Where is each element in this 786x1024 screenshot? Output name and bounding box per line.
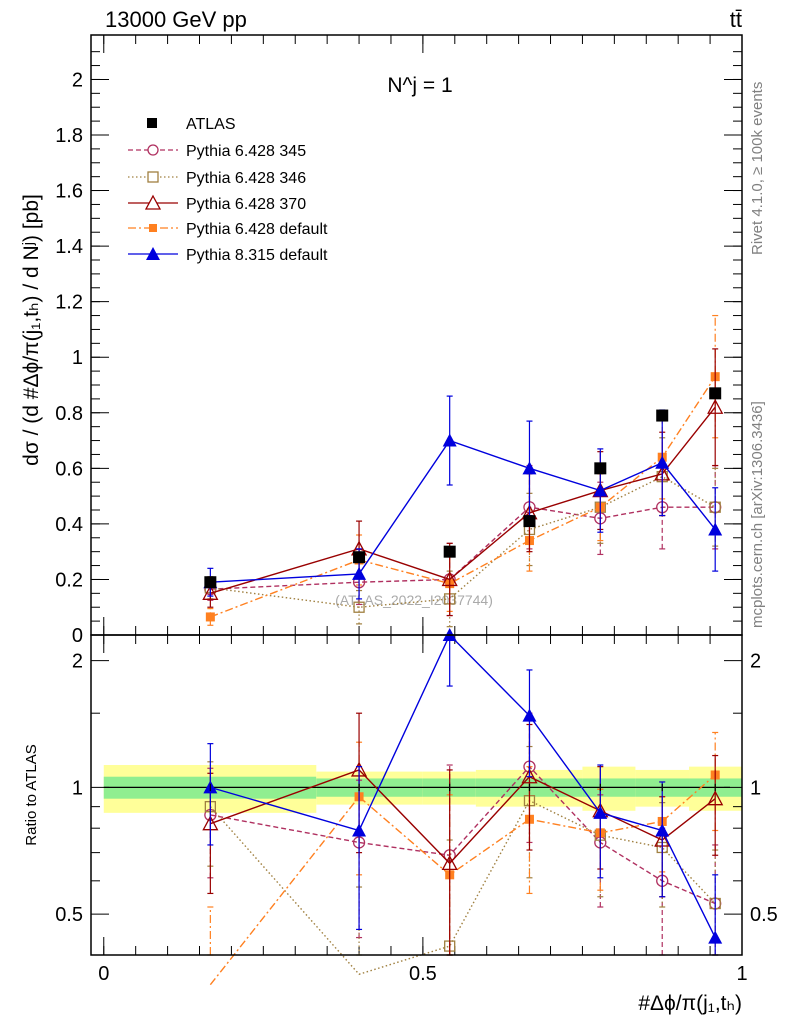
- legend-label-p346: Pythia 6.428 346: [186, 170, 306, 187]
- legend-label-atlas: ATLAS: [186, 116, 236, 133]
- legend-label-p345: Pythia 6.428 345: [186, 143, 306, 160]
- point-atlas-5: [656, 409, 669, 422]
- point-p8def-3: [522, 461, 537, 475]
- rivet-label: Rivet 4.1.0, ≥ 100k events: [749, 82, 766, 255]
- main-ytick-label-9: 1.8: [55, 125, 83, 147]
- xtick-label-0: 0: [98, 963, 109, 985]
- point-p6def-0: [205, 612, 215, 622]
- main-ytick-label-5: 1: [72, 347, 83, 369]
- legend-entry-p8def: Pythia 8.315 default: [128, 247, 328, 264]
- xtick-label-1: 0.5: [409, 963, 437, 985]
- legend-entry-p6def: Pythia 6.428 default: [128, 221, 328, 238]
- ratio-point-p8def-3: [522, 708, 537, 722]
- ratio-series-layer: [202, 628, 724, 986]
- ratio-point-p370-3: [521, 768, 538, 784]
- ratio-series-atlas: [209, 783, 716, 792]
- point-p8def-2: [442, 433, 457, 447]
- ratio-ylabel: Ratio to ATLAS: [23, 744, 40, 845]
- point-p346-1: [353, 601, 365, 613]
- legend-entry-p346: Pythia 6.428 346: [128, 170, 306, 187]
- ratio-point-p8def-1: [352, 823, 367, 837]
- legend-label-p370: Pythia 6.428 370: [186, 196, 306, 213]
- point-p8def-6: [708, 522, 723, 536]
- main-ytick-label-2: 0.4: [55, 514, 83, 536]
- point-p370-0: [202, 584, 219, 600]
- legend-entry-atlas: ATLAS: [147, 116, 236, 133]
- point-p370-2: [441, 571, 458, 587]
- ratio-point-p8def-6: [708, 930, 723, 944]
- point-atlas-1: [353, 551, 366, 564]
- point-atlas-6: [709, 387, 722, 400]
- main-ytick-label-1: 0.2: [55, 569, 83, 591]
- panel-frames: [90, 34, 743, 956]
- ratio-panel-frame: [90, 634, 743, 956]
- ratio-point-p8def-5: [655, 823, 670, 837]
- main-ytick-label-3: 0.6: [55, 458, 83, 480]
- ratio-ytick-label-right-1: 1: [750, 777, 761, 799]
- point-atlas-2: [443, 545, 456, 558]
- header-process: tt̄: [730, 7, 742, 32]
- ratio-uncertainty-band: [103, 765, 742, 813]
- ratio-series-p370: [202, 712, 724, 956]
- ratio-ytick-label-0: 0.5: [55, 904, 83, 926]
- point-atlas-4: [594, 462, 607, 475]
- ratio-point-p8def-4: [593, 805, 608, 819]
- legend-entry-p370: Pythia 6.428 370: [128, 194, 306, 213]
- xtick-label-2: 1: [736, 963, 747, 985]
- point-p370-6: [707, 398, 724, 414]
- ratio-ytick-label-right-0: 0.5: [750, 904, 778, 926]
- legend-entry-p345: Pythia 6.428 345: [128, 143, 306, 160]
- main-ytick-label-4: 0.8: [55, 403, 83, 425]
- series-p370: [202, 348, 724, 617]
- ratio-ytick-label-right-2: 2: [750, 651, 761, 673]
- axes: 0 0.2 0.4 0.6 0.8 1 1.2 1.4 1.6 1.8 2 0.5 0.5 1 1 2 2 0 0.…: [55, 35, 778, 985]
- xlabel: #Δϕ/π(j₁,tₕ): [638, 992, 742, 1015]
- ratio-point-p370-2: [441, 855, 458, 871]
- header-energy: 13000 GeV pp: [105, 7, 247, 32]
- main-ytick-label-8: 1.6: [55, 181, 83, 203]
- point-atlas-3: [523, 515, 536, 528]
- main-ytick-label-7: 1.4: [55, 236, 83, 258]
- series-line-p6def: [210, 376, 716, 618]
- mcplots-label: mcplots.cern.ch [arXiv:1306.3436]: [749, 401, 766, 628]
- main-ytick-label-6: 1.2: [55, 292, 83, 314]
- point-p8def-5: [655, 455, 670, 469]
- legend: ATLAS Pythia 6.428 345 Pythia 6.428 346 …: [128, 116, 328, 264]
- ratio-point-p370-6: [707, 790, 724, 806]
- main-ytick-label-10: 2: [72, 69, 83, 91]
- point-atlas-0: [204, 576, 217, 589]
- point-p8def-1: [352, 566, 367, 580]
- main-ytick-label-0: 0: [72, 625, 83, 647]
- legend-label-p6def: Pythia 6.428 default: [186, 221, 328, 238]
- series-atlas: [204, 387, 722, 589]
- ratio-series-p345: [204, 712, 722, 956]
- main-series-layer: [202, 314, 724, 628]
- main-ylabel: dσ / (d #Δϕ/π(j₁,tₕ) / d Nʲ) [pb]: [20, 194, 43, 466]
- panel-label: N^j = 1: [387, 74, 452, 97]
- point-p8def-4: [593, 483, 608, 497]
- ratio-line-p346: [209, 799, 716, 976]
- ratio-ytick-label-1: 1: [72, 777, 83, 799]
- legend-label-p8def: Pythia 8.315 default: [186, 247, 328, 264]
- series-line-p370: [210, 406, 716, 595]
- ratio-ytick-label-2: 2: [72, 651, 83, 673]
